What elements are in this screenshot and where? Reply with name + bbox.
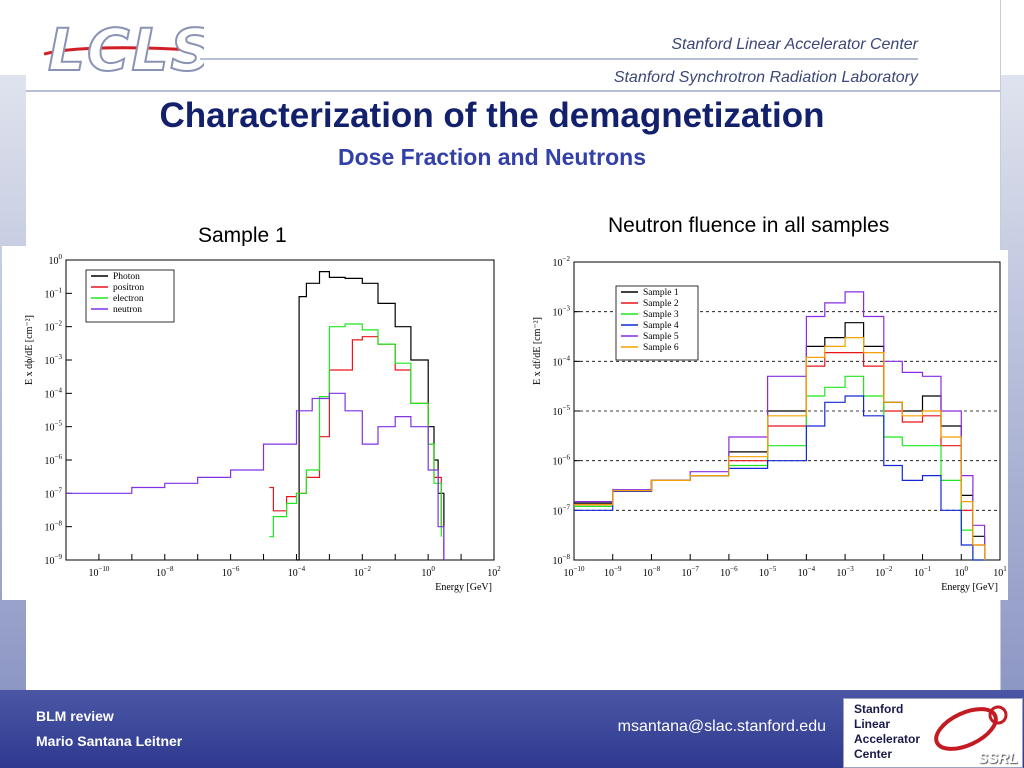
lcls-logo-text: LCLS xyxy=(48,16,204,80)
legend-box xyxy=(85,269,175,323)
tick-label: 10−8 xyxy=(45,520,63,534)
tick-label: 10−8 xyxy=(553,553,571,567)
tick-label: 10−4 xyxy=(288,565,306,579)
neutron-fluence-chart: 10−10 10−9 10−8 10−7 10−6 10−5 10−4 10−3 10−2 10−… xyxy=(528,250,1008,600)
legend-entry: electron xyxy=(113,294,144,304)
tick-label: 10−2 xyxy=(875,565,893,579)
tick-label: 10−5 xyxy=(759,565,777,579)
ssrl-badge: SSRL xyxy=(977,750,1018,767)
tick-label: 10−7 xyxy=(553,503,571,517)
tick-label: 10−1 xyxy=(45,286,63,300)
tick-label: 10−9 xyxy=(45,553,63,567)
legend-entry: positron xyxy=(113,283,144,293)
footer-event: BLM review xyxy=(36,708,114,724)
tick-label: 10−8 xyxy=(643,565,661,579)
slac-logo-line: Stanford xyxy=(854,702,904,716)
tick-label: 10−3 xyxy=(45,353,63,367)
right-chart-caption: Neutron fluence in all samples xyxy=(608,214,890,237)
tick-label: 10−7 xyxy=(681,565,699,579)
tick-label: 101 xyxy=(993,565,1007,579)
tick-label: 102 xyxy=(487,565,501,579)
slac-logo-line: Linear xyxy=(854,717,891,731)
slac-logo-line: Accelerator xyxy=(854,732,921,746)
footer-author: Mario Santana Leitner xyxy=(36,733,183,749)
legend-entry: neutron xyxy=(113,305,142,315)
sample1-spectrum-chart: 10−10 10−8 10−6 10−4 10−2 100 102 100 10−1 10−2 10… xyxy=(2,246,502,600)
tick-label: 10−8 xyxy=(156,565,174,579)
tick-label: 10−3 xyxy=(836,565,854,579)
tick-label: 100 xyxy=(955,565,969,579)
header-divider-2 xyxy=(26,90,1000,92)
page-title: Characterization of the demagnetization xyxy=(159,96,825,135)
tick-label: 10−6 xyxy=(45,453,63,467)
slac-logo-text: Stanford Linear Accelerator Center xyxy=(854,702,920,762)
legend-entry: Sample 1 xyxy=(643,288,679,298)
footer-email[interactable]: msantana@slac.stanford.edu xyxy=(617,718,826,735)
tick-label: 10−6 xyxy=(720,565,738,579)
series-line xyxy=(66,392,445,560)
legend-entry: Sample 2 xyxy=(643,299,679,309)
tick-label: 10−6 xyxy=(553,454,571,468)
tick-label: 100 xyxy=(49,253,63,267)
slac-logo-line: Center xyxy=(854,747,893,761)
legend-entry: Sample 5 xyxy=(643,332,679,342)
y-axis-label: E x df/dE [cm⁻²] xyxy=(532,317,543,385)
tick-label: 10−3 xyxy=(553,305,571,319)
tick-label: 10−5 xyxy=(45,420,63,434)
tick-label: 10−1 xyxy=(914,565,932,579)
tick-label: 10−10 xyxy=(88,565,109,579)
slac-logo: Stanford Linear Accelerator Center SSRL xyxy=(843,698,1023,768)
series-line xyxy=(269,323,442,538)
tick-label: 10−9 xyxy=(604,565,622,579)
lcls-logo: LCLS xyxy=(43,14,213,85)
tick-label: 10−7 xyxy=(45,486,63,500)
x-axis-label: Energy [GeV] xyxy=(941,582,998,593)
tick-label: 10−4 xyxy=(553,354,571,368)
tick-label: 10−6 xyxy=(222,565,240,579)
accelerator-ring-icon xyxy=(934,705,1008,751)
legend-entry: Photon xyxy=(113,272,140,282)
tick-label: 10−2 xyxy=(553,255,571,269)
org-line-2: Stanford Synchrotron Radiation Laborator… xyxy=(613,69,918,86)
legend-entry: Sample 6 xyxy=(643,343,679,353)
tick-label: 10−5 xyxy=(553,404,571,418)
tick-label: 10−4 xyxy=(45,386,63,400)
tick-label: 100 xyxy=(421,565,435,579)
x-axis-label: Energy [GeV] xyxy=(435,582,492,593)
tick-label: 10−2 xyxy=(45,320,63,334)
legend-entry: Sample 4 xyxy=(643,321,679,331)
page-subtitle: Dose Fraction and Neutrons xyxy=(338,144,646,170)
org-line-1: Stanford Linear Accelerator Center xyxy=(671,36,918,53)
tick-label: 10−4 xyxy=(798,565,816,579)
legend-entry: Sample 3 xyxy=(643,310,679,320)
y-axis-label: E x dϕ/dE [cm⁻²] xyxy=(24,315,35,385)
tick-label: 10−10 xyxy=(564,565,585,579)
series-line xyxy=(574,337,986,560)
header-divider-1 xyxy=(200,58,918,60)
tick-label: 10−2 xyxy=(354,565,372,579)
left-chart-caption: Sample 1 xyxy=(198,224,287,247)
